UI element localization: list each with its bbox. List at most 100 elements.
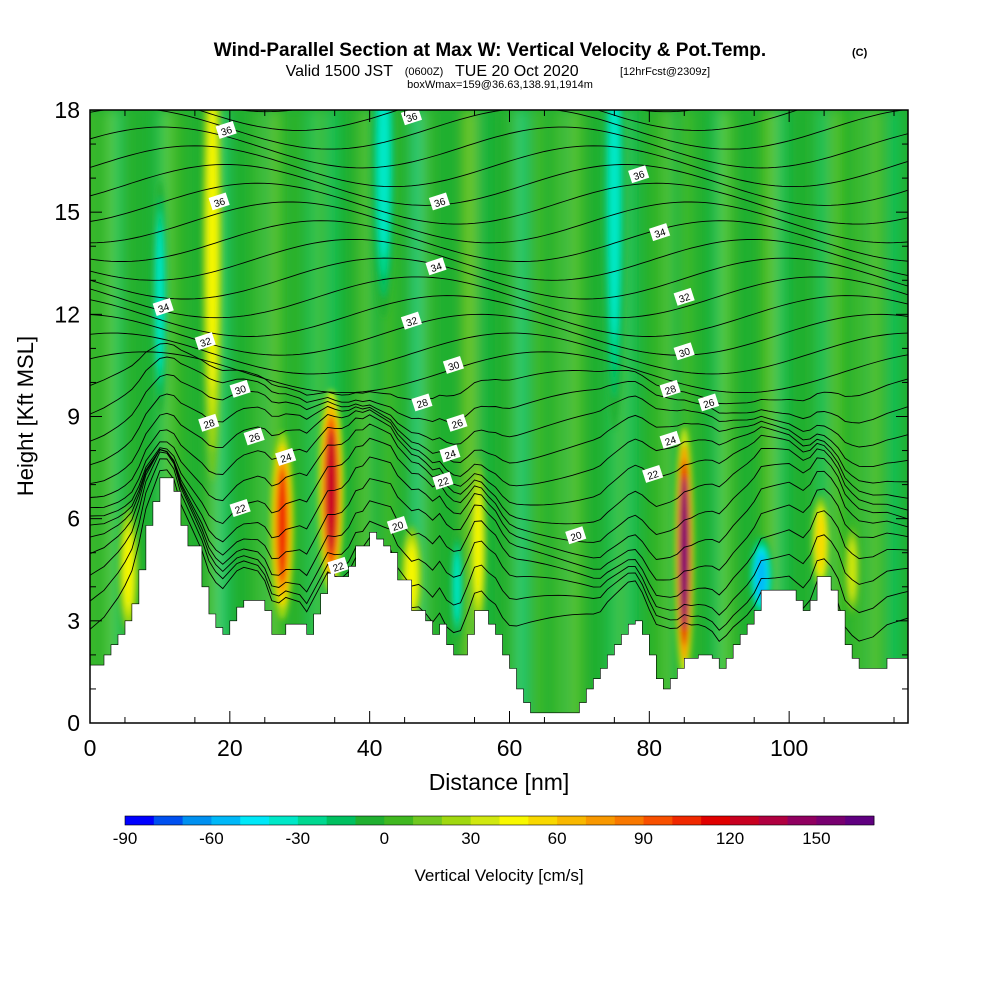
- isentrope-line: [90, 182, 908, 225]
- velocity-cell: [208, 110, 217, 390]
- isentrope-line: [90, 423, 908, 525]
- velocity-band: [648, 110, 658, 723]
- subtitle-forecast: [12hrFcst@2309z]: [620, 66, 710, 78]
- x-tick-label: 20: [217, 735, 243, 761]
- isentrope-label: 22: [229, 499, 251, 517]
- isentrope-line: [90, 238, 908, 281]
- velocity-band: [818, 110, 828, 723]
- isentrope-label-bg: [446, 413, 468, 432]
- colorbar-tick-label: 150: [802, 829, 830, 848]
- velocity-band: [714, 110, 724, 723]
- velocity-cell: [454, 553, 460, 621]
- isentrope-label-text: 24: [279, 452, 293, 466]
- velocity-band: [832, 110, 842, 723]
- isentrope-label: 28: [659, 379, 681, 398]
- colorbar: [124, 815, 875, 826]
- colorbar-tick-label: -90: [113, 829, 138, 848]
- colorbar-swatch: [269, 816, 299, 825]
- isentrope-label: 36: [400, 110, 423, 126]
- y-tick-label: 18: [54, 97, 80, 123]
- isentrope-line: [90, 458, 908, 631]
- colorbar-swatch: [240, 816, 270, 825]
- velocity-band: [775, 110, 785, 723]
- y-tick-label: 9: [67, 404, 80, 430]
- isentrope-line: [197, 110, 800, 131]
- isentrope-line: [90, 332, 908, 375]
- colorbar-swatch: [643, 816, 673, 825]
- chart-subtitle-box: boxWmax=159@36.63,138.91,1914m: [407, 79, 593, 91]
- isentrope-label: 24: [439, 444, 461, 463]
- x-tick-label: 80: [637, 735, 663, 761]
- velocity-band: [871, 110, 881, 723]
- isentrope-label: 34: [152, 298, 174, 316]
- colorbar-swatch: [125, 816, 155, 825]
- velocity-band: [889, 110, 899, 723]
- colorbar-swatch: [845, 816, 875, 825]
- isentrope-label: 22: [642, 464, 664, 483]
- isentrope-label-text: 32: [199, 336, 213, 350]
- isentrope-label: 32: [194, 332, 216, 351]
- velocity-band: [854, 110, 864, 723]
- isentrope-label: 24: [659, 430, 681, 449]
- isentrope-line: [90, 164, 908, 206]
- isentrope-label-text: 22: [646, 469, 660, 483]
- isentrope-label-bg: [673, 342, 695, 361]
- velocity-band: [105, 110, 115, 723]
- isentrope-label-bg: [229, 499, 251, 517]
- isentrope-line: [90, 145, 908, 188]
- velocity-band: [405, 110, 415, 723]
- isentrope-label-bg: [275, 447, 297, 466]
- velocity-cell: [816, 513, 825, 572]
- isentrope-label: 20: [565, 526, 587, 545]
- isentrope-line: [90, 374, 908, 448]
- isentrope-label-bg: [565, 526, 587, 545]
- velocity-bands: [90, 110, 899, 723]
- velocity-cell: [848, 541, 856, 599]
- velocity-cell: [680, 476, 689, 630]
- x-axis-label: Distance [nm]: [429, 769, 570, 795]
- colorbar-swatch: [326, 816, 356, 825]
- isentrope-label: 36: [208, 192, 230, 211]
- isentrope-label-text: 36: [632, 169, 646, 183]
- isentrope-label-bg: [208, 192, 230, 211]
- velocity-band: [413, 110, 423, 723]
- velocity-band: [255, 110, 265, 723]
- velocity-band: [163, 110, 173, 723]
- isentrope-label-bg: [428, 192, 451, 211]
- velocity-band: [465, 110, 475, 723]
- isentrope-label: 24: [275, 447, 297, 466]
- isentrope-label: 30: [229, 379, 251, 398]
- isentrope-label: 26: [243, 427, 265, 446]
- isentrope-label-bg: [400, 110, 423, 126]
- isentrope-label-bg: [439, 444, 461, 463]
- isentrope-label-text: 30: [234, 384, 248, 398]
- isentrope-label-bg: [673, 287, 695, 306]
- isentrope-label-text: 26: [451, 418, 465, 432]
- colorbar-swatch: [441, 816, 472, 825]
- colorbar-swatch: [701, 816, 731, 825]
- velocity-band: [367, 110, 377, 723]
- subtitle-utc: (0600Z): [405, 66, 444, 78]
- isentrope-label-text: 26: [248, 431, 262, 445]
- isentrope-line: [90, 257, 908, 300]
- colorbar-ticks: -90 -60 -30 0 30 60 90 120 150: [113, 829, 831, 848]
- isentrope-line: [90, 437, 908, 543]
- terrain-mask: [90, 477, 908, 723]
- colorbar-tick-label: 30: [461, 829, 480, 848]
- chart-title: Wind-Parallel Section at Max W: Vertical…: [214, 40, 766, 61]
- velocity-band: [554, 110, 564, 723]
- isentrope-label-text: 30: [678, 346, 692, 360]
- colorbar-swatch: [211, 816, 241, 825]
- velocity-band: [158, 110, 168, 723]
- isentrope-label-text: 22: [437, 476, 451, 490]
- velocity-band: [739, 110, 749, 723]
- isentrope-line: [90, 201, 908, 244]
- colorbar-swatch: [557, 816, 587, 825]
- colorbar-swatch: [470, 816, 500, 825]
- isentrope-label: 26: [446, 413, 468, 432]
- isentrope-label: 32: [673, 287, 695, 306]
- colorbar-tick-label: -60: [199, 829, 224, 848]
- velocity-band: [235, 110, 245, 723]
